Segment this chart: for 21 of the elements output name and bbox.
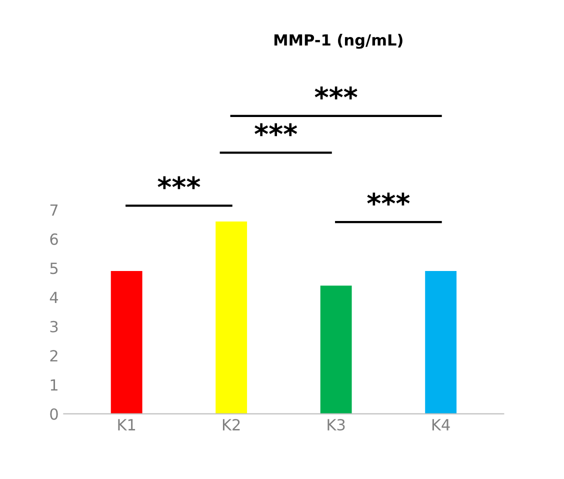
text: ***	[314, 86, 358, 100]
x-tick-label: K4	[432, 419, 450, 430]
bar	[425, 271, 457, 414]
y-tick-label: 4	[50, 292, 58, 304]
x-tick-label: K1	[118, 419, 136, 430]
y-tick-label: 7	[50, 204, 58, 216]
text: ***	[367, 192, 410, 206]
y-tick-label: 5	[50, 262, 58, 274]
x-tick-label: K3	[328, 418, 345, 431]
y-tick-label: 6	[50, 233, 58, 245]
y-tick-label: 3	[50, 320, 58, 332]
x-tick-label: K2	[222, 418, 240, 430]
y-tick-label: 2	[50, 350, 58, 362]
chart-title: MMP-1 (ng/mL)	[274, 34, 402, 49]
y-tick-label: 1	[50, 379, 58, 391]
bar	[110, 271, 142, 414]
bar	[216, 221, 248, 414]
text: ***	[158, 176, 200, 190]
bar	[320, 286, 352, 414]
text: ***	[254, 123, 298, 136]
y-tick-label: 0	[50, 408, 58, 420]
